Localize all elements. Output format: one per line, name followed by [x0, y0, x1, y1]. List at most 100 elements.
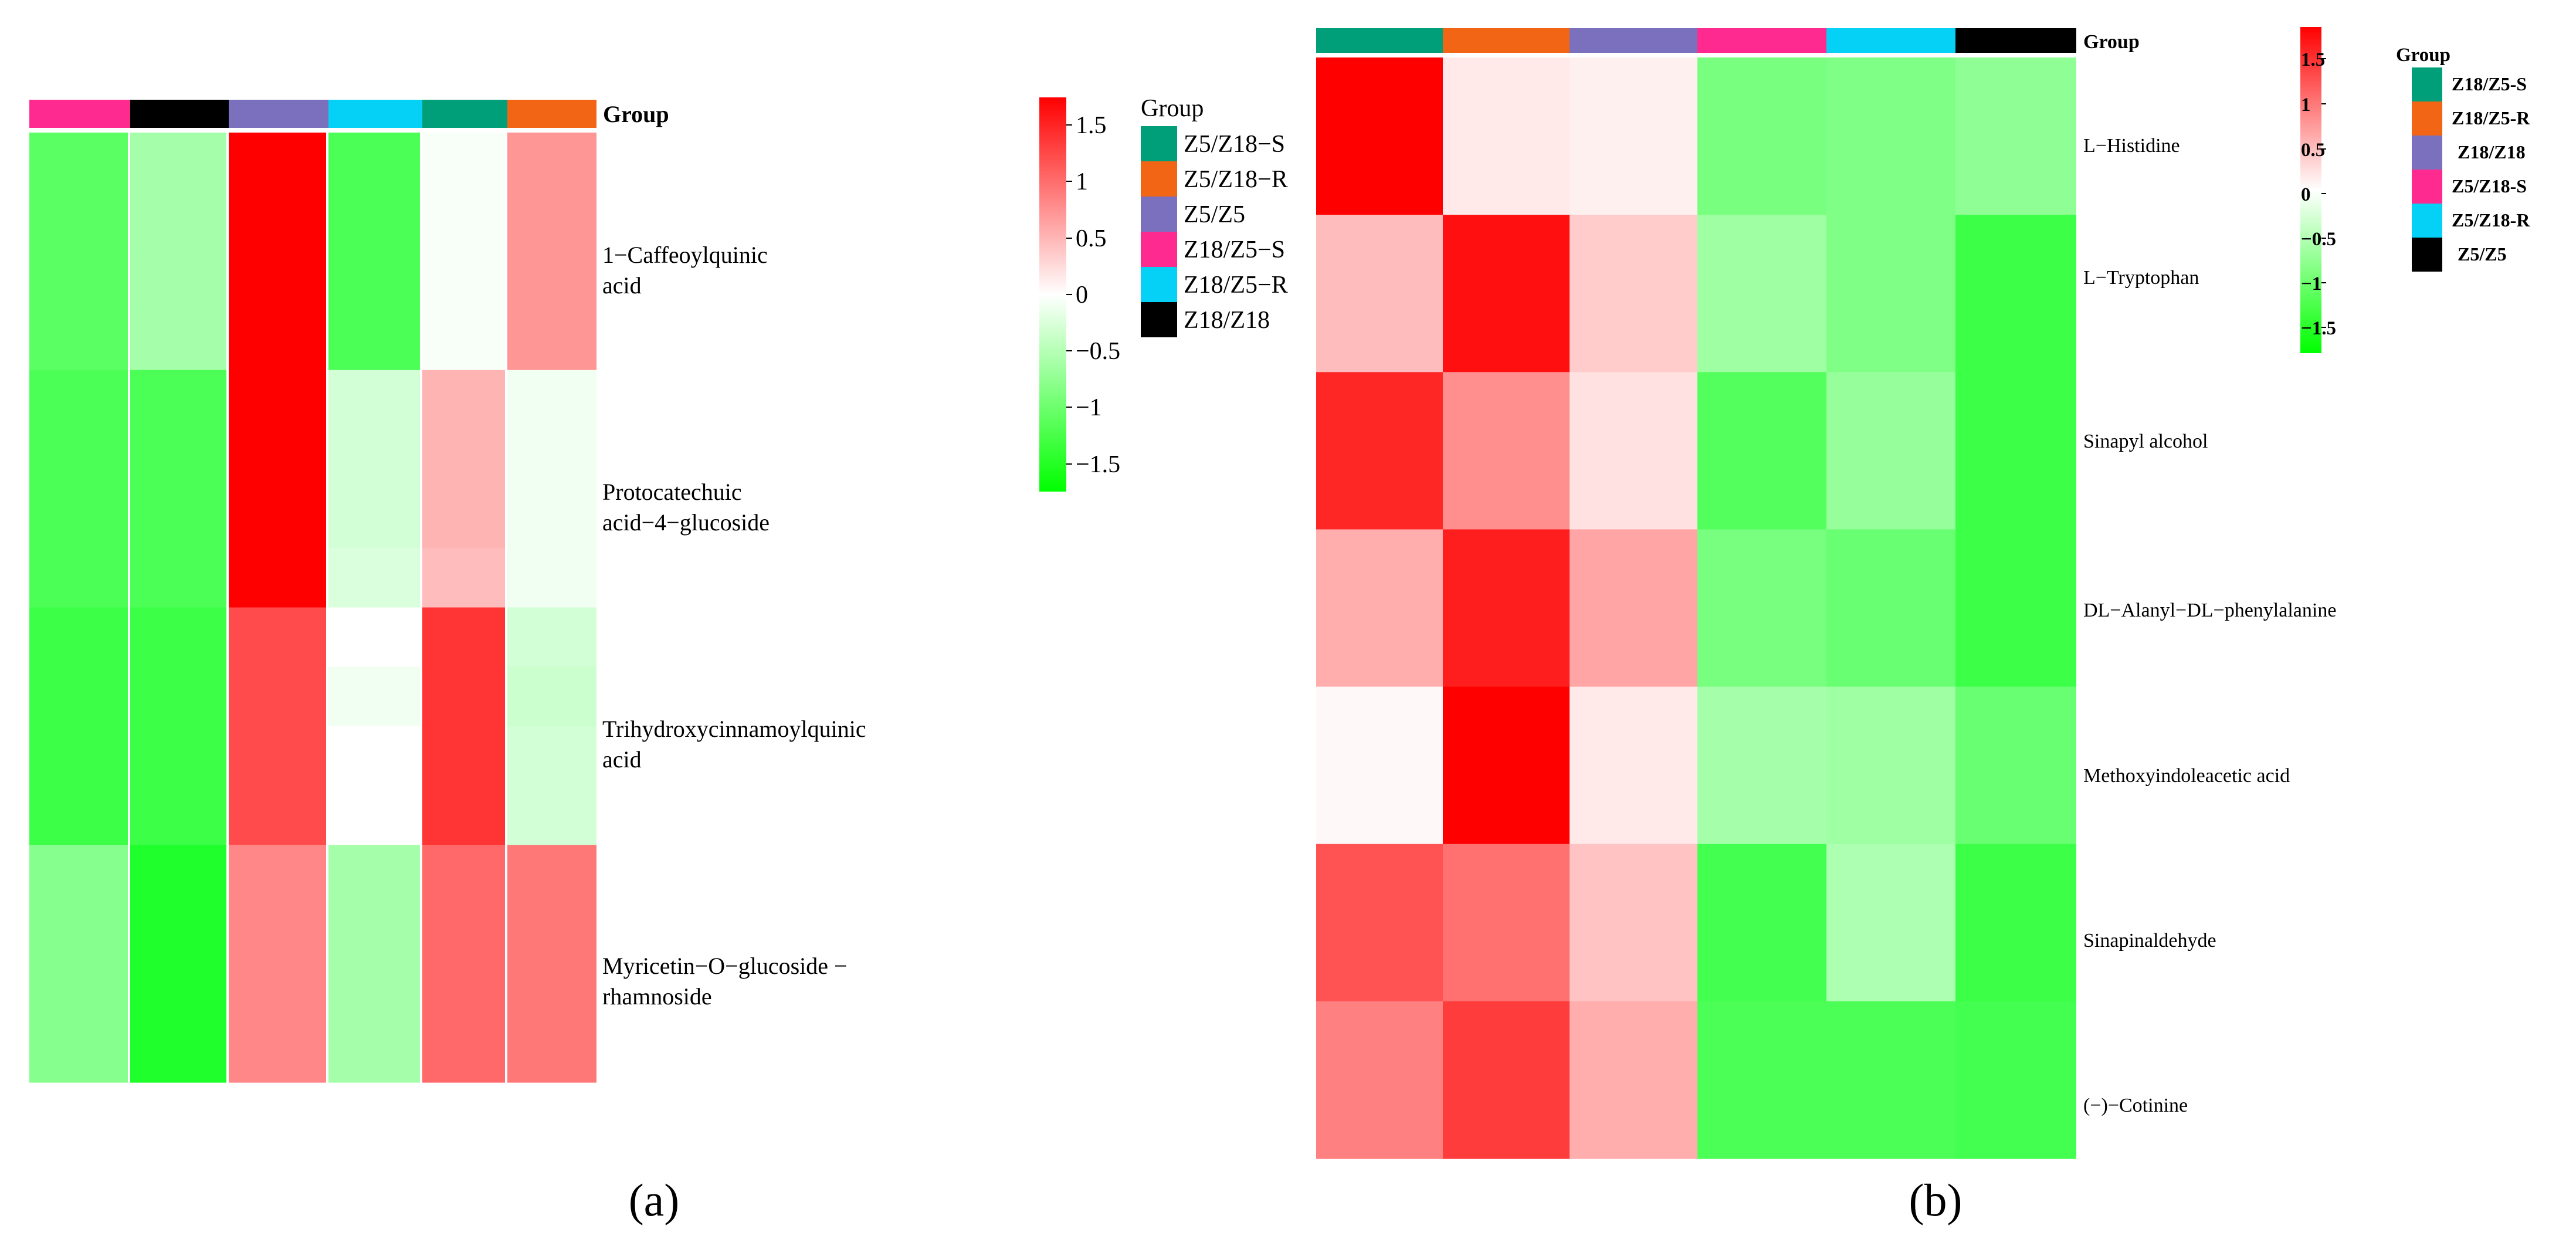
- colorbar-b-label-4: −0.5: [2301, 229, 2336, 250]
- row-label-b-4: Methoxyindoleacetic acid: [2083, 765, 2290, 787]
- row-label-b-2: Sinapyl alcohol: [2083, 431, 2208, 452]
- heatmap-a-cell-r1-c2: [229, 192, 326, 252]
- heatmap-a-cell-r14-c0: [29, 963, 128, 1024]
- legend-b-swatch-4: [2412, 204, 2442, 238]
- heatmap-a-cell-r10-c4: [422, 726, 505, 786]
- heatmap-b-cell-r5-c5: [1955, 844, 2076, 1002]
- colorbar-b-label-1: 1: [2301, 94, 2311, 116]
- colorbar-a-gradient: [1039, 97, 1066, 492]
- heatmap-b-cell-r3-c2: [1570, 529, 1697, 688]
- panel-a-row-label-1: Protocatechuic acid−4−glucoside: [602, 479, 770, 536]
- heatmap-a-cell-r2-c4: [422, 251, 505, 312]
- heatmap-a-cell-r3-c5: [507, 310, 596, 371]
- row-label-b-6: (−)−Cotinine: [2083, 1095, 2188, 1116]
- heatmap-a-cell-r0-c2: [229, 133, 326, 192]
- heatmap-a-cell-r8-c4: [422, 607, 505, 668]
- heatmap-b-cell-r0-c2: [1570, 57, 1697, 215]
- heatmap-a-cell-r6-c2: [229, 489, 326, 548]
- heatmap-a-cell-r9-c5: [507, 666, 596, 727]
- heatmap-a-cell-r0-c4: [422, 133, 505, 192]
- legend-b-swatch-1: [2412, 101, 2442, 136]
- panel-b-label: (b): [1909, 1174, 1962, 1225]
- group-cell-b-1: [1443, 28, 1570, 53]
- colorbar-b-label-3: 0: [2301, 184, 2311, 205]
- legend-a-swatch-0: [1141, 126, 1177, 161]
- legend-b-label-2: Z18/Z18: [2458, 141, 2526, 162]
- heatmap-b-cell-r6-c0: [1316, 1001, 1443, 1159]
- group-cell-b-2: [1570, 28, 1697, 53]
- legend-a-label-5: Z18/Z18: [1184, 307, 1270, 334]
- legend-a-label-3: Z18/Z5−S: [1184, 236, 1285, 263]
- panel-a-group-header: Group: [603, 101, 669, 127]
- heatmap-a-cell-r3-c0: [29, 310, 128, 371]
- heatmap-b-cell-r3-c5: [1955, 529, 2076, 688]
- heatmap-a-cell-r13-c3: [328, 904, 420, 964]
- legend-a-swatch-5: [1141, 302, 1177, 337]
- heatmap-a-cell-r5-c5: [507, 429, 596, 489]
- row-label-a-2-line-2: acid: [602, 746, 642, 773]
- row-label-b-1: L−Tryptophan: [2083, 267, 2199, 289]
- heatmap-a-cell-r9-c3: [328, 666, 420, 727]
- legend-b-swatch-3: [2412, 170, 2442, 204]
- colorbar-a-label-6: −1.5: [1076, 451, 1120, 478]
- heatmap-b-cell-r2-c5: [1955, 372, 2076, 530]
- colorbar-b-label-6: −1.5: [2301, 318, 2336, 339]
- heatmap-b-cell-r2-c3: [1697, 372, 1826, 530]
- legend-b-swatch-5: [2412, 238, 2442, 272]
- heatmap-b-cell-r6-c5: [1955, 1001, 2076, 1159]
- heatmap-b-cell-r2-c0: [1316, 372, 1443, 530]
- colorbar-b-label-2: 0.5: [2301, 140, 2325, 161]
- heatmap-a-cell-r4-c4: [422, 370, 505, 430]
- heatmap-a-cell-r8-c2: [229, 607, 326, 668]
- group-cell-a-3: [328, 100, 422, 128]
- legend-b-label-5: Z5/Z5: [2458, 243, 2507, 265]
- colorbar-b-gradient: [2300, 27, 2321, 353]
- heatmap-a-cell-r12-c1: [130, 845, 226, 905]
- heatmap-b-cell-r3-c3: [1697, 529, 1826, 688]
- colorbar-a-label-1: 1: [1076, 168, 1088, 195]
- heatmap-a-cell-r3-c3: [328, 310, 420, 371]
- heatmap-b-cell-r4-c3: [1697, 686, 1826, 845]
- heatmap-a-cell-r7-c0: [29, 548, 128, 608]
- colorbar-b-label-5: −1: [2301, 273, 2321, 294]
- heatmap-a-cell-r0-c5: [507, 133, 596, 192]
- panel-a-legend: Group Z5/Z18−S Z5/Z18−R Z5/Z5 Z18/Z5−S Z…: [1141, 95, 1288, 337]
- heatmap-b-cell-r0-c5: [1955, 57, 2076, 215]
- heatmap-a-cell-r6-c0: [29, 489, 128, 548]
- heatmap-b-cell-r5-c4: [1826, 844, 1955, 1002]
- panel-a-heatmap: [29, 133, 596, 1083]
- heatmap-a-cell-r15-c5: [507, 1022, 596, 1083]
- heatmap-b-cell-r3-c0: [1316, 529, 1443, 688]
- heatmap-a-cell-r7-c3: [328, 548, 420, 608]
- heatmap-a-cell-r15-c4: [422, 1022, 505, 1083]
- row-label-a-1-line-2: acid−4−glucoside: [602, 509, 770, 536]
- legend-a-swatch-3: [1141, 232, 1177, 267]
- heatmap-a-cell-r7-c2: [229, 548, 326, 608]
- heatmap-a-cell-r10-c5: [507, 726, 596, 786]
- panel-a-row-label-0: 1−Caffeoylquinic acid: [602, 242, 768, 299]
- heatmap-a-cell-r3-c4: [422, 310, 505, 371]
- legend-b-label-1: Z18/Z5-R: [2452, 107, 2530, 128]
- heatmap-a-cell-r6-c3: [328, 489, 420, 548]
- group-cell-a-4: [422, 100, 507, 128]
- heatmap-b-cell-r4-c2: [1570, 686, 1697, 845]
- panel-b-legend: Group Z18/Z5-S Z18/Z5-R Z18/Z18 Z5/Z18-S…: [2396, 45, 2530, 272]
- heatmap-a-cell-r15-c0: [29, 1022, 128, 1083]
- heatmap-b-cell-r6-c2: [1570, 1001, 1697, 1159]
- panel-b-heatmap: [1316, 57, 2076, 1159]
- heatmap-a-cell-r5-c1: [130, 429, 226, 489]
- heatmap-a-cell-r15-c2: [229, 1022, 326, 1083]
- legend-b-label-4: Z5/Z18-R: [2452, 209, 2530, 231]
- heatmap-a-cell-r11-c2: [229, 785, 326, 845]
- panel-a-row-label-3: Myricetin−O−glucoside − rhamnoside: [602, 953, 848, 1010]
- heatmap-a-cell-r15-c1: [130, 1022, 226, 1083]
- heatmap-a-cell-r9-c1: [130, 666, 226, 727]
- heatmap-a-cell-r5-c4: [422, 429, 505, 489]
- legend-a-label-4: Z18/Z5−R: [1184, 272, 1288, 299]
- heatmap-a-cell-r5-c2: [229, 429, 326, 489]
- heatmap-a-cell-r14-c5: [507, 963, 596, 1024]
- heatmap-a-cell-r4-c1: [130, 370, 226, 430]
- legend-a-label-0: Z5/Z18−S: [1184, 131, 1285, 158]
- heatmap-b-cell-r1-c0: [1316, 215, 1443, 373]
